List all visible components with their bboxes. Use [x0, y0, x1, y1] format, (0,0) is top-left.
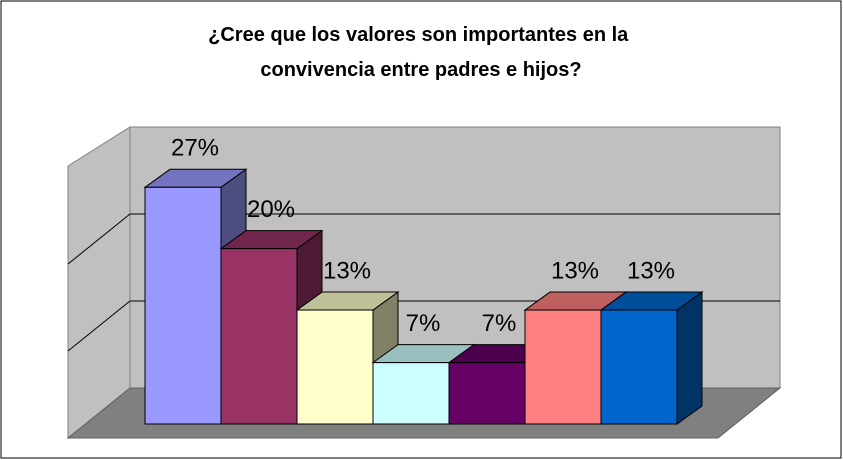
- bar: [220, 248, 298, 425]
- side-wall: [67, 126, 131, 440]
- bar: [372, 362, 450, 425]
- value-label: 20%: [247, 196, 295, 223]
- title-line: ¿Cree que los valores son importantes en…: [208, 24, 629, 46]
- bar: [144, 186, 222, 425]
- value-label: 13%: [627, 257, 675, 284]
- value-label: 7%: [482, 310, 517, 337]
- chart-title: ¿Cree que los valores son importantes en…: [208, 24, 634, 81]
- value-label: 13%: [551, 257, 599, 284]
- bar: [448, 362, 526, 425]
- value-label: 7%: [406, 310, 441, 337]
- bar: [600, 309, 678, 425]
- value-label: 13%: [323, 257, 371, 284]
- grid-line: [67, 300, 131, 352]
- grid-line: [67, 213, 131, 265]
- value-label: 27%: [171, 135, 219, 162]
- bar: [524, 309, 602, 425]
- bar-side: [676, 291, 703, 425]
- title-line: convivencia entre padres e hijos?: [260, 59, 581, 81]
- bar: [296, 309, 374, 425]
